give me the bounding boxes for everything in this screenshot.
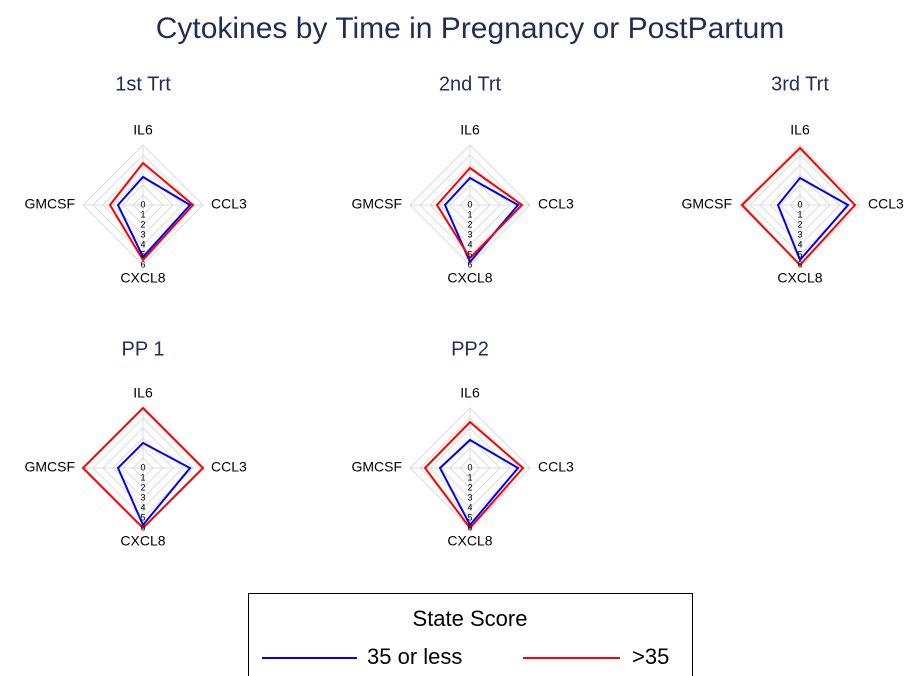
- r-tick-label: 5: [140, 512, 145, 522]
- axis-label: IL6: [790, 122, 810, 138]
- r-tick-label: 0: [140, 462, 145, 472]
- r-tick-label: 4: [467, 239, 472, 249]
- axis-label: IL6: [133, 122, 153, 138]
- series-polygon: >35: [740, 146, 857, 267]
- legend-title: State Score: [413, 606, 528, 631]
- r-tick-label: 3: [140, 492, 145, 502]
- r-tick-label: 2: [140, 219, 145, 229]
- r-tick-label: 5: [467, 249, 472, 259]
- series-polygon: 35 or less: [116, 175, 192, 259]
- series-polygon: >35: [423, 420, 525, 530]
- r-tick-label: 5: [797, 249, 802, 259]
- r-tick-label: 1: [797, 209, 802, 219]
- r-tick-label: 5: [140, 249, 145, 259]
- axis-label: GMCSF: [24, 196, 75, 212]
- series-polygon: 35 or less: [438, 438, 520, 527]
- r-tick-label: 3: [140, 229, 145, 239]
- r-tick-label: 5: [467, 512, 472, 522]
- axis-label: CXCL8: [777, 270, 822, 286]
- series-polygon: >35: [81, 406, 205, 530]
- axis-label: CXCL8: [120, 270, 165, 286]
- r-tick-label: 6: [797, 259, 802, 269]
- page-title: Cytokines by Time in Pregnancy or PostPa…: [156, 12, 785, 45]
- axis-label: GMCSF: [24, 459, 75, 475]
- axis-label: CXCL8: [447, 533, 492, 549]
- r-tick-label: 4: [797, 239, 802, 249]
- axis-label: CXCL8: [120, 533, 165, 549]
- r-tick-label: 1: [467, 209, 472, 219]
- r-tick-label: 3: [467, 229, 472, 239]
- series-polygon: 35 or less: [443, 176, 520, 264]
- series-polygon: >35: [435, 166, 524, 260]
- legend-label: 35 or less: [367, 644, 462, 669]
- r-tick-label: 1: [140, 472, 145, 482]
- axis-label: IL6: [460, 385, 480, 401]
- axis-label: CCL3: [211, 196, 247, 212]
- legend-label: >35: [632, 644, 669, 669]
- r-tick-label: 6: [140, 259, 145, 269]
- chart-title: PP2: [451, 338, 489, 360]
- r-tick-label: 6: [140, 522, 145, 532]
- r-tick-label: 0: [467, 462, 472, 472]
- r-tick-label: 2: [467, 482, 472, 492]
- chart-title: PP 1: [122, 338, 165, 360]
- r-tick-label: 6: [467, 522, 472, 532]
- axis-label: GMCSF: [681, 196, 732, 212]
- r-tick-label: 4: [140, 239, 145, 249]
- chart-title: 3rd Trt: [771, 73, 829, 95]
- chart-title: 1st Trt: [115, 73, 171, 95]
- legend-box: [248, 593, 693, 676]
- axis-label: CCL3: [868, 196, 904, 212]
- axis-label: IL6: [460, 122, 480, 138]
- axis-label: IL6: [133, 385, 153, 401]
- r-tick-label: 4: [140, 502, 145, 512]
- series-polygon: 35 or less: [116, 441, 192, 527]
- axis-label: CCL3: [538, 459, 574, 475]
- series-polygon: 35 or less: [776, 176, 850, 262]
- axis-label: GMCSF: [351, 459, 402, 475]
- r-tick-label: 2: [140, 482, 145, 492]
- axis-label: GMCSF: [351, 196, 402, 212]
- chart-title: 2nd Trt: [439, 73, 502, 95]
- axis-label: CCL3: [538, 196, 574, 212]
- r-tick-label: 2: [467, 219, 472, 229]
- r-tick-label: 0: [467, 199, 472, 209]
- r-tick-label: 1: [140, 209, 145, 219]
- r-tick-label: 6: [467, 259, 472, 269]
- r-tick-label: 1: [467, 472, 472, 482]
- axis-label: CCL3: [211, 459, 247, 475]
- r-tick-label: 2: [797, 219, 802, 229]
- r-tick-label: 0: [140, 199, 145, 209]
- r-tick-label: 0: [797, 199, 802, 209]
- series-polygon: >35: [108, 161, 195, 262]
- r-tick-label: 3: [797, 229, 802, 239]
- r-tick-label: 4: [467, 502, 472, 512]
- axis-label: CXCL8: [447, 270, 492, 286]
- r-tick-label: 3: [467, 492, 472, 502]
